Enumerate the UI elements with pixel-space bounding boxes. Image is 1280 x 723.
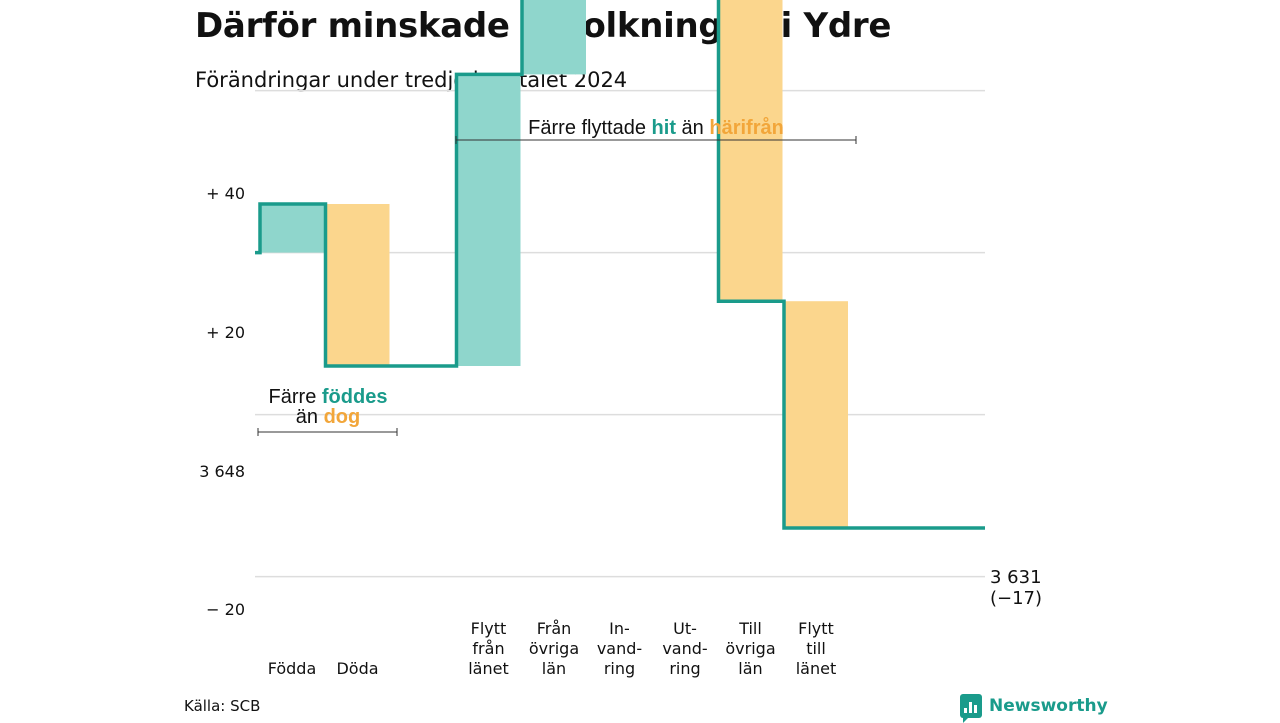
bar-flytt-till-länet [784,301,848,528]
brand-logo[interactable]: Newsworthy [960,693,1108,723]
category-label: In- [609,619,630,638]
bar-födda [260,204,324,253]
brand-name: Newsworthy [989,696,1108,716]
migration-annotation-middle: än [681,117,704,139]
bar-chart-icon [960,694,982,723]
category-label: Ut- [673,619,697,638]
category-label: Födda [268,659,317,678]
bar-döda [325,204,390,366]
migration-annotation-prefix: Färre flyttade [528,117,646,139]
category-label: län [738,659,762,678]
category-label: Döda [336,659,378,678]
births-annotation-born: föddes [321,386,388,408]
end-change: (−17) [990,588,1043,609]
y-tick-label: + 20 [206,323,245,342]
annotation-brackets [257,136,857,436]
category-label: övriga [725,639,775,658]
category-label: län [542,659,566,678]
end-value-label: 3 631 (−17) [990,567,1042,609]
step-line-layer [255,0,985,530]
bar-från-övriga-län [522,0,586,75]
births-annotation-line2: än dog [236,407,420,427]
category-labels: Födda DödaFlyttfrånlänetFrånövrigalänIn-v… [268,619,837,678]
births-annotation-died: dog [323,406,361,428]
migration-annotation-in: hit [651,117,676,139]
y-tick-label: − 20 [206,600,245,619]
bar-till-övriga-län [718,0,783,302]
migration-annotation-out: härifrån [709,117,784,139]
bars [260,0,848,528]
births-annotation: Färre föddes än dog [236,387,420,427]
category-label: Flytt [471,619,507,638]
category-label: ring [604,659,635,678]
category-label: länet [468,659,509,678]
category-label: från [472,639,504,658]
category-label: vand- [597,639,642,658]
births-annotation-line1: Färre föddes [236,387,420,407]
y-tick-label: 3 648 [199,462,245,481]
category-label: vand- [662,639,707,658]
y-tick-label: + 40 [206,184,245,203]
category-label: till [806,639,826,658]
gridlines [255,89,985,578]
y-axis-ticks: + 40 + 20 3 648 − 20 [199,184,245,619]
source-note: Källa: SCB [184,697,261,715]
category-label: ring [669,659,700,678]
bar-flytt-från-länet [456,74,521,367]
category-label: Till [738,619,762,638]
end-value: 3 631 [990,567,1042,588]
births-annotation-prefix: Färre [268,386,317,408]
category-label: övriga [529,639,579,658]
category-label: Från [537,619,572,638]
step-line [255,0,985,530]
category-label: länet [796,659,837,678]
births-annotation-middle: än [295,406,319,428]
migration-annotation: Färre flyttade hit än härifrån [456,118,856,138]
category-label: Flytt [798,619,834,638]
